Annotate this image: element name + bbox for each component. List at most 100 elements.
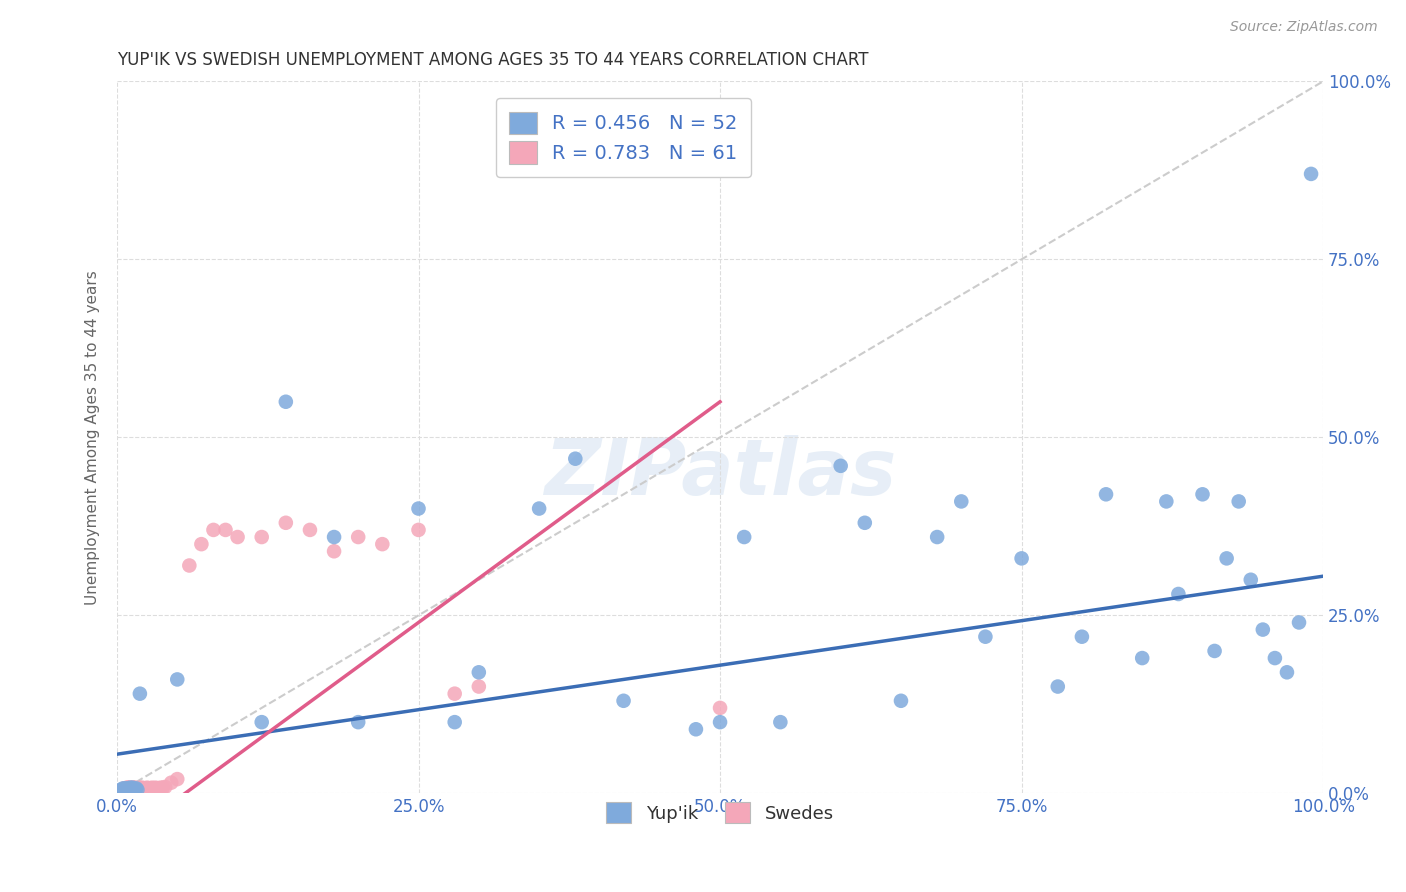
Point xyxy=(202,523,225,537)
Point xyxy=(139,781,162,796)
Text: YUP'IK VS SWEDISH UNEMPLOYMENT AMONG AGES 35 TO 44 YEARS CORRELATION CHART: YUP'IK VS SWEDISH UNEMPLOYMENT AMONG AGE… xyxy=(117,51,869,69)
Point xyxy=(155,780,177,794)
Point xyxy=(564,451,586,466)
Point xyxy=(830,458,852,473)
Point xyxy=(152,780,174,795)
Point xyxy=(114,783,136,797)
Point xyxy=(371,537,394,551)
Point xyxy=(468,680,491,694)
Point xyxy=(114,781,136,796)
Point xyxy=(250,530,273,544)
Point xyxy=(323,530,346,544)
Point xyxy=(1275,665,1298,680)
Point xyxy=(136,782,159,797)
Point xyxy=(117,780,139,795)
Point xyxy=(122,780,145,795)
Point xyxy=(1227,494,1250,508)
Point xyxy=(274,516,297,530)
Point xyxy=(146,781,169,796)
Point xyxy=(118,782,141,797)
Point xyxy=(149,780,172,795)
Y-axis label: Unemployment Among Ages 35 to 44 years: Unemployment Among Ages 35 to 44 years xyxy=(86,270,100,605)
Point xyxy=(111,781,134,796)
Point xyxy=(120,782,142,797)
Point xyxy=(115,780,138,795)
Point xyxy=(136,780,159,795)
Point xyxy=(108,784,131,798)
Point xyxy=(132,782,155,797)
Point xyxy=(190,537,212,551)
Point xyxy=(769,715,792,730)
Point xyxy=(408,523,430,537)
Point xyxy=(408,501,430,516)
Point xyxy=(1095,487,1118,501)
Point xyxy=(112,781,135,796)
Point xyxy=(122,782,145,797)
Text: ZIPatlas: ZIPatlas xyxy=(544,435,896,511)
Point xyxy=(131,780,153,795)
Point xyxy=(166,673,188,687)
Point xyxy=(141,780,163,795)
Point xyxy=(112,784,135,798)
Point xyxy=(1046,680,1069,694)
Point xyxy=(733,530,755,544)
Point xyxy=(1156,494,1178,508)
Point xyxy=(128,780,150,795)
Text: Source: ZipAtlas.com: Source: ZipAtlas.com xyxy=(1230,20,1378,34)
Point xyxy=(120,780,142,795)
Point xyxy=(166,772,188,786)
Point xyxy=(160,775,183,789)
Point xyxy=(121,780,143,795)
Point xyxy=(121,780,143,795)
Point xyxy=(1130,651,1153,665)
Point xyxy=(443,687,465,701)
Point xyxy=(1204,644,1226,658)
Point xyxy=(115,782,138,797)
Point xyxy=(120,780,142,795)
Point xyxy=(138,781,160,796)
Point xyxy=(890,694,912,708)
Point xyxy=(612,694,634,708)
Point xyxy=(1288,615,1310,630)
Point xyxy=(250,715,273,730)
Point xyxy=(974,630,997,644)
Point xyxy=(134,781,156,796)
Point xyxy=(527,501,550,516)
Point xyxy=(128,687,150,701)
Point xyxy=(214,523,236,537)
Point xyxy=(347,715,370,730)
Point xyxy=(127,781,149,796)
Point xyxy=(118,780,141,795)
Point xyxy=(115,782,138,797)
Point xyxy=(1264,651,1286,665)
Point xyxy=(110,782,132,797)
Point xyxy=(117,783,139,797)
Point xyxy=(125,781,148,796)
Point xyxy=(1070,630,1092,644)
Legend: Yup'ik, Swedes: Yup'ik, Swedes xyxy=(595,791,845,834)
Point xyxy=(114,781,136,796)
Point xyxy=(468,665,491,680)
Point xyxy=(120,782,142,797)
Point xyxy=(1167,587,1189,601)
Point xyxy=(127,782,149,797)
Point xyxy=(1011,551,1033,566)
Point xyxy=(1251,623,1274,637)
Point xyxy=(125,782,148,797)
Point xyxy=(298,523,321,537)
Point xyxy=(323,544,346,558)
Point xyxy=(142,781,165,796)
Point xyxy=(129,782,152,797)
Point xyxy=(117,781,139,796)
Point xyxy=(124,780,146,795)
Point xyxy=(135,782,157,797)
Point xyxy=(274,394,297,409)
Point xyxy=(110,783,132,797)
Point xyxy=(128,782,150,797)
Point xyxy=(118,782,141,797)
Point xyxy=(950,494,973,508)
Point xyxy=(685,723,707,737)
Point xyxy=(853,516,876,530)
Point xyxy=(927,530,949,544)
Point xyxy=(112,782,135,797)
